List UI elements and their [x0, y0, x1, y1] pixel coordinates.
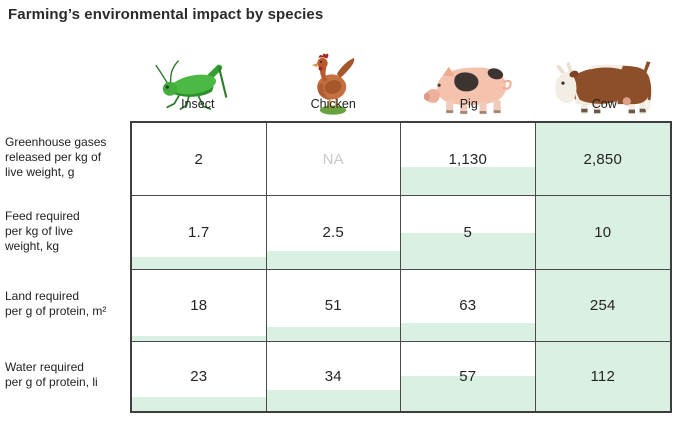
column-label-cow: Cow	[591, 97, 617, 111]
table-cell: 112	[535, 342, 670, 411]
column-header-insect	[130, 28, 266, 118]
cell-value: NA	[322, 150, 344, 168]
cell-fill-bar	[401, 166, 535, 195]
cell-fill-bar	[401, 323, 535, 341]
cell-fill-bar	[535, 270, 670, 341]
cell-fill-bar	[266, 390, 400, 411]
table-cell: NA	[266, 123, 401, 196]
table-cell: 18	[132, 270, 267, 342]
cell-fill-bar	[266, 250, 400, 269]
cell-value: 2.5	[322, 224, 344, 241]
cell-fill-bar	[132, 256, 266, 269]
row-label-feed-required: Feed required per kg of live weight, kg	[5, 208, 80, 253]
table-cell: 63	[401, 270, 536, 342]
hen-icon	[300, 50, 366, 118]
cell-value: 63	[459, 297, 477, 314]
cell-value: 2,850	[583, 150, 623, 168]
cell-value: 2	[194, 150, 204, 168]
column-header-cow	[537, 28, 673, 118]
cell-value: 1,130	[448, 150, 488, 168]
cell-fill-bar	[401, 375, 535, 411]
table-cell: 10	[535, 196, 670, 270]
cell-fill-bar	[535, 196, 670, 269]
table-cell: 254	[535, 270, 670, 342]
column-label-insect: Insect	[181, 97, 215, 111]
cell-fill-bar	[266, 326, 400, 341]
cell-value: 5	[463, 224, 473, 241]
table-cell: 2,850	[535, 123, 670, 196]
column-labels: Insect Chicken Pig Cow	[130, 97, 672, 111]
cell-fill-bar	[401, 232, 535, 269]
cell-value: 18	[190, 297, 208, 314]
row-labels: Greenhouse gases released per kg of live…	[5, 121, 127, 413]
cell-value: 254	[589, 297, 616, 314]
row-label-water-required: Water required per g of protein, li	[5, 359, 98, 389]
table-cell: 51	[266, 270, 401, 342]
cell-value: 23	[190, 368, 208, 385]
cell-value: 34	[324, 368, 342, 385]
table-cell: 57	[401, 342, 536, 411]
grasshopper-icon	[154, 58, 242, 118]
cell-value: 51	[324, 297, 342, 314]
column-header-pig	[401, 28, 537, 118]
cow-icon	[548, 54, 660, 118]
cell-value: 57	[459, 368, 477, 385]
cell-fill-bar	[132, 396, 266, 411]
table-cell: 2	[132, 123, 267, 196]
cell-fill-bar	[535, 123, 670, 195]
column-label-chicken: Chicken	[310, 97, 356, 111]
cell-fill-bar	[132, 335, 266, 341]
table-cell: 5	[401, 196, 536, 270]
column-header	[130, 28, 672, 118]
table-cell: 23	[132, 342, 267, 411]
data-table: 2 NA 1,130 2,850 1.7 2.5 5 10 18 51 63 2…	[130, 121, 672, 413]
table-cell: 1,130	[401, 123, 536, 196]
cell-fill-bar	[535, 342, 670, 411]
cell-value: 112	[590, 368, 615, 385]
cell-value: 10	[594, 224, 612, 241]
row-label-greenhouse-gases: Greenhouse gases released per kg of live…	[5, 135, 107, 179]
page-title: Farming’s environmental impact by specie…	[8, 6, 324, 23]
cell-value: 1.7	[188, 224, 210, 241]
table-cell: 2.5	[266, 196, 401, 270]
pig-icon	[419, 58, 519, 118]
table-cell: 1.7	[132, 196, 267, 270]
column-label-pig: Pig	[459, 97, 478, 111]
row-label-land-required: Land required per g of protein, m²	[5, 289, 107, 318]
table-cell: 34	[266, 342, 401, 411]
column-header-chicken	[266, 28, 402, 118]
